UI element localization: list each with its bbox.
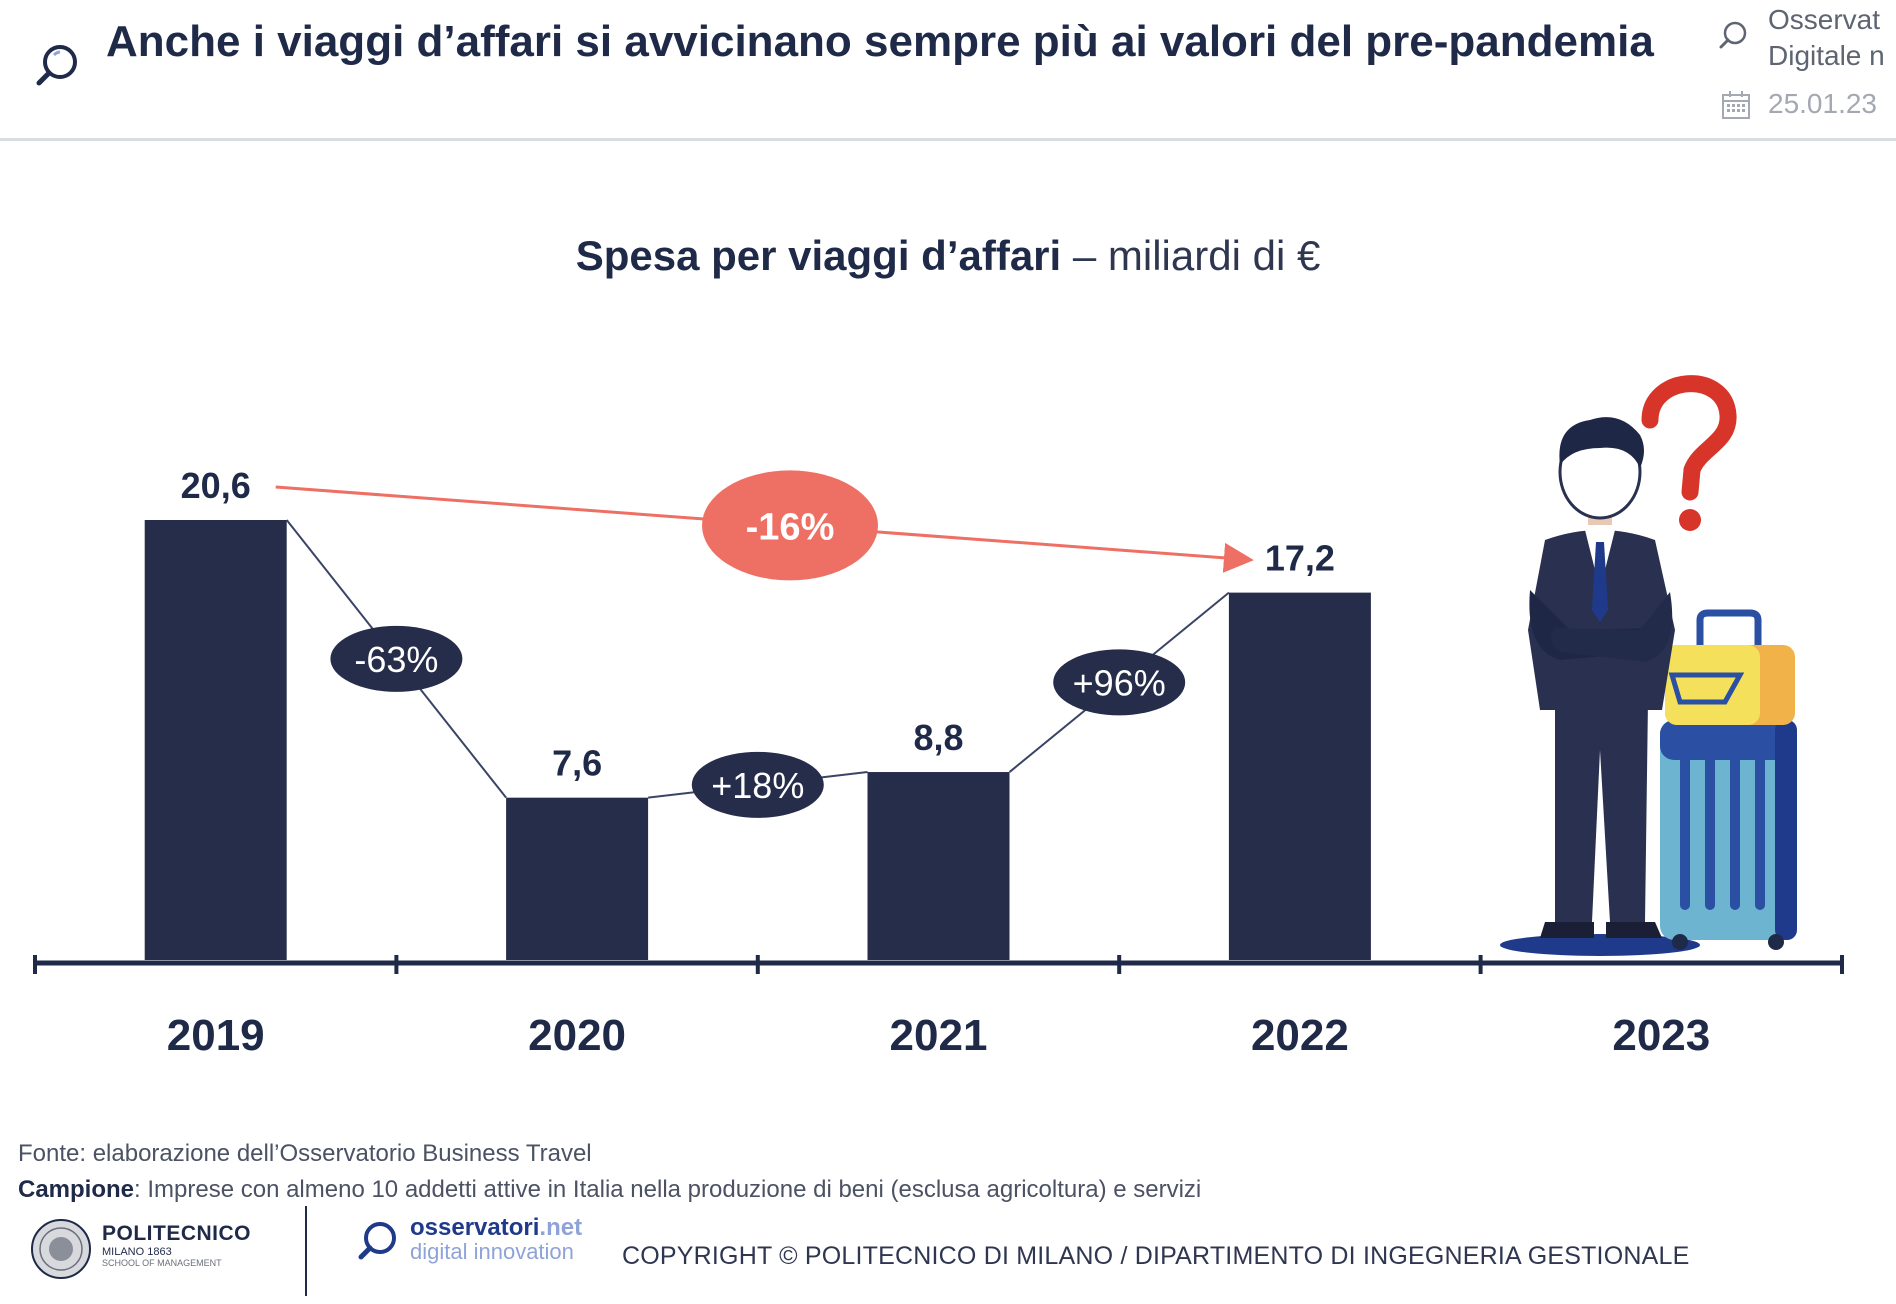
polimi-seal-logo bbox=[31, 1219, 91, 1279]
bars bbox=[144, 520, 1371, 960]
chart-title-main: Spesa per viaggi d’affari bbox=[575, 232, 1062, 279]
change-label: +18% bbox=[711, 765, 804, 806]
category-labels: 2019 2020 2021 2022 2023 bbox=[167, 1011, 1710, 1060]
bar-2019 bbox=[144, 520, 287, 960]
category-label-2022: 2022 bbox=[1251, 1011, 1349, 1060]
change-label: +96% bbox=[1073, 662, 1166, 703]
polimi-logo-text: POLITECNICO MILANO 1863 SCHOOL OF MANAGE… bbox=[102, 1222, 252, 1268]
change-label: -63% bbox=[354, 639, 438, 680]
category-label-2020: 2020 bbox=[528, 1011, 626, 1060]
x-axis bbox=[33, 955, 1844, 974]
chart-title-unit: – miliardi di € bbox=[1061, 232, 1321, 279]
value-label-2022: 17,2 bbox=[1265, 538, 1335, 579]
page-title: Anche i viaggi d’affari si avvicinano se… bbox=[106, 17, 1654, 66]
businessman-illustration bbox=[1500, 375, 1797, 956]
bar-2020 bbox=[506, 797, 649, 960]
overall-change: -16% bbox=[275, 470, 1254, 581]
bar-2022 bbox=[1228, 592, 1371, 960]
bar-2021 bbox=[867, 772, 1010, 960]
value-labels: 20,6 7,6 8,8 17,2 bbox=[181, 465, 1335, 784]
chart-title: Spesa per viaggi d’affari – miliardi di … bbox=[0, 232, 1896, 280]
header: Anche i viaggi d’affari si avvicinano se… bbox=[0, 0, 1896, 141]
source-note: Fonte: elaborazione dell’Osservatorio Bu… bbox=[18, 1140, 592, 1167]
change-bubble bbox=[1053, 649, 1186, 716]
bar-chart: -16% -63% +18% +96% 20,6 7,6 8,8 17,2 2019 202… bbox=[33, 375, 1844, 1060]
value-label-2020: 7,6 bbox=[552, 743, 602, 784]
osservatori-logo-text: osservatori.net digital innovation bbox=[410, 1214, 583, 1264]
search-bubble-icon bbox=[358, 1222, 396, 1260]
overall-change-bubble bbox=[702, 470, 878, 581]
change-bubbles: -63% +18% +96% bbox=[330, 625, 1186, 818]
brand-name: Osservat Digitale n bbox=[1768, 4, 1885, 71]
sample-note: Campione: Imprese con almeno 10 addetti … bbox=[18, 1176, 1202, 1203]
calendar-icon bbox=[1722, 91, 1750, 119]
copyright-text: COPYRIGHT © POLITECNICO DI MILANO / DIPA… bbox=[622, 1242, 1690, 1270]
value-label-2019: 20,6 bbox=[181, 465, 251, 506]
overall-change-label: -16% bbox=[746, 506, 835, 548]
category-label-2019: 2019 bbox=[167, 1011, 265, 1060]
category-label-2023: 2023 bbox=[1612, 1011, 1710, 1060]
change-bubble bbox=[330, 625, 463, 692]
category-label-2021: 2021 bbox=[890, 1011, 988, 1060]
value-label-2021: 8,8 bbox=[913, 717, 963, 758]
search-bubble-icon bbox=[36, 45, 77, 86]
search-bubble-icon bbox=[1719, 21, 1747, 49]
change-bubble bbox=[691, 751, 824, 818]
footer-divider bbox=[305, 1206, 307, 1296]
publish-date: 25.01.23 bbox=[1768, 88, 1877, 119]
